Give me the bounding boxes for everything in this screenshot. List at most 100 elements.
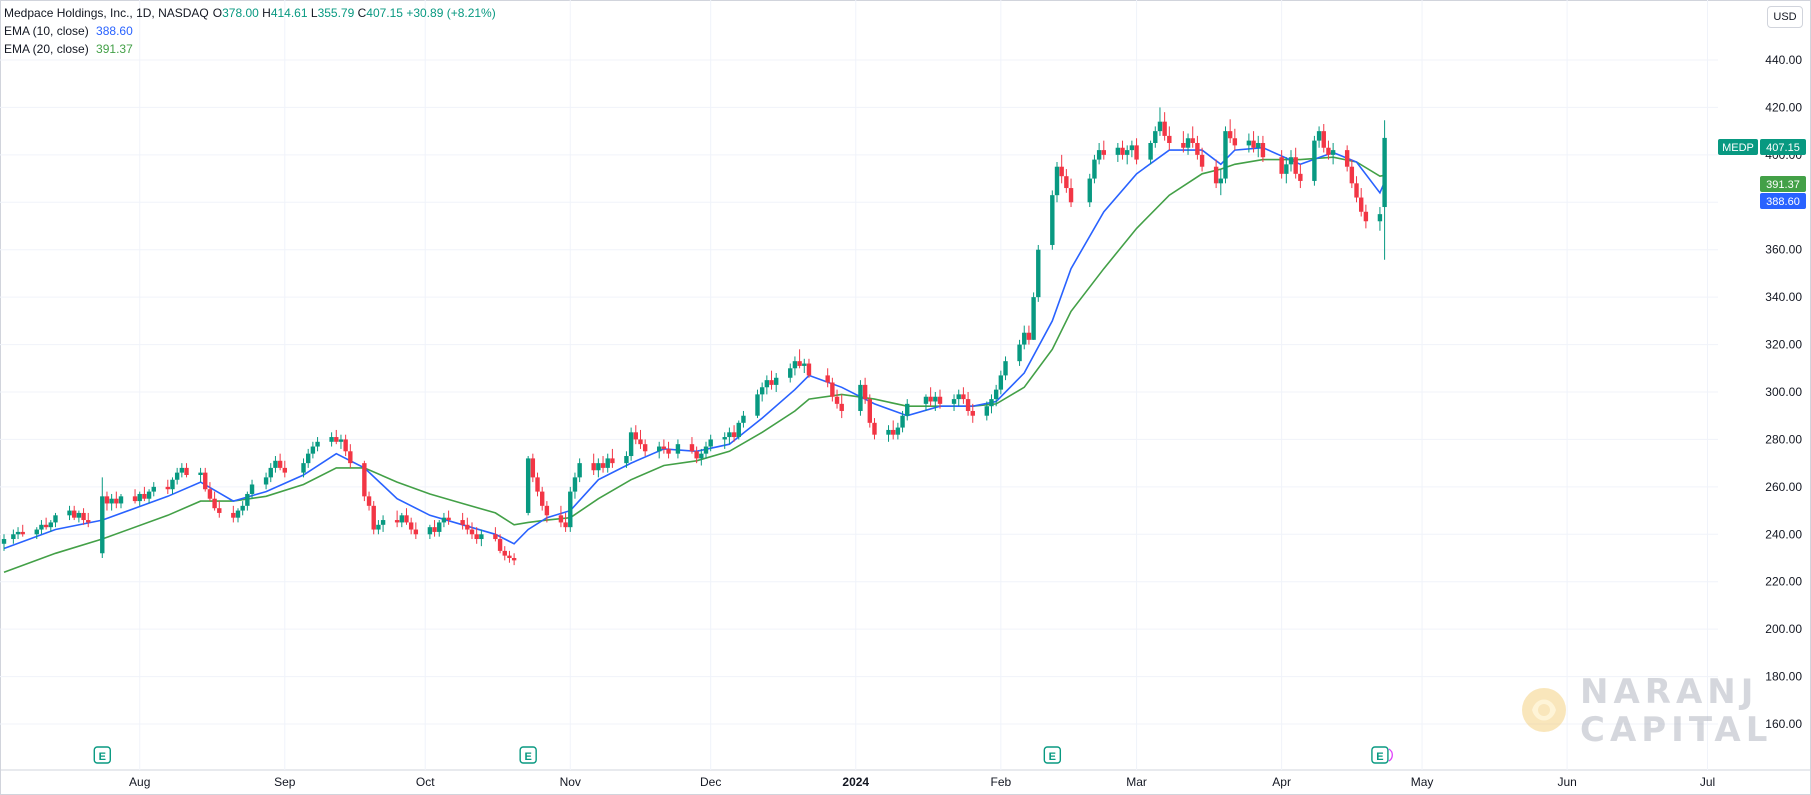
- candle: [245, 491, 250, 511]
- candle: [834, 389, 840, 409]
- candle: [628, 427, 634, 461]
- symbol-row: Medpace Holdings, Inc., 1D, NASDAQ O378.0…: [4, 4, 496, 22]
- candle: [951, 394, 957, 411]
- candle: [1036, 244, 1041, 302]
- candle: [511, 553, 517, 566]
- candle: [1120, 140, 1125, 160]
- candle: [1260, 135, 1266, 162]
- y-tick-label: 440.00: [1765, 53, 1802, 67]
- earnings-marker-icon[interactable]: E: [93, 746, 111, 764]
- candle: [109, 493, 114, 511]
- candle: [376, 520, 381, 535]
- candle: [170, 477, 175, 494]
- candle: [1349, 159, 1355, 189]
- svg-text:E: E: [1049, 751, 1056, 763]
- candle: [1022, 325, 1027, 350]
- candle: [1377, 207, 1383, 231]
- candle: [432, 520, 437, 537]
- candle: [1181, 131, 1186, 153]
- candle: [764, 375, 770, 395]
- candle: [1363, 204, 1369, 229]
- candle: [404, 508, 409, 525]
- currency-button[interactable]: USD: [1767, 6, 1803, 28]
- ema10-tag: 388.60: [1766, 196, 1800, 208]
- candle: [1167, 126, 1172, 151]
- candle: [446, 510, 451, 525]
- candle: [20, 524, 25, 537]
- candle: [689, 437, 695, 454]
- last-price-tag-bg: [1760, 139, 1806, 155]
- candle: [1129, 140, 1135, 158]
- candle: [1330, 143, 1336, 165]
- candle: [343, 434, 348, 457]
- candle: [493, 527, 498, 542]
- candle: [1246, 133, 1252, 153]
- candle: [207, 482, 213, 502]
- svg-text:E: E: [524, 751, 531, 763]
- candle: [806, 358, 812, 378]
- candle: [759, 382, 765, 402]
- candle: [34, 527, 39, 540]
- x-axis[interactable]: Aug Sep Oct Nov Dec 2024 Feb Mar Apr May Jun Jul: [129, 775, 1715, 789]
- earnings-marker-icon[interactable]: E: [1043, 746, 1062, 764]
- candle: [1213, 159, 1219, 189]
- candle: [1134, 138, 1139, 165]
- close-label: C: [357, 6, 367, 20]
- candle: [174, 467, 180, 485]
- grid: [0, 0, 1811, 771]
- candle: [1050, 190, 1055, 250]
- candle: [727, 427, 732, 445]
- candle: [441, 512, 447, 528]
- candle: [1227, 119, 1233, 143]
- earnings-marker-icon[interactable]: E: [519, 746, 537, 764]
- y-tick-label: 320.00: [1765, 338, 1802, 352]
- candle: [1148, 140, 1153, 165]
- candle: [114, 491, 119, 509]
- last-price-tag: 407.15: [1766, 142, 1800, 154]
- candle: [1232, 128, 1238, 151]
- candle: [1087, 173, 1092, 208]
- candle: [624, 451, 629, 468]
- candle: [540, 486, 545, 511]
- candle: [15, 527, 21, 540]
- ema10-row[interactable]: EMA (10, close) 388.60: [4, 22, 496, 40]
- candle: [72, 505, 77, 521]
- candle: [1054, 161, 1060, 203]
- watermark-line2: CAPITAL: [1580, 710, 1773, 750]
- candle: [306, 448, 311, 468]
- candle: [165, 479, 170, 494]
- x-tick-label: Apr: [1272, 775, 1291, 789]
- candle: [1284, 157, 1289, 184]
- earnings-marker-icon[interactable]: E: [1371, 746, 1393, 764]
- candle: [1190, 126, 1195, 148]
- y-tick-label: 280.00: [1765, 432, 1802, 446]
- x-tick-label: Oct: [416, 775, 435, 789]
- candle: [1125, 145, 1130, 165]
- candle: [465, 517, 470, 535]
- candle: [862, 377, 868, 404]
- ema20-row[interactable]: EMA (20, close) 391.37: [4, 40, 496, 58]
- candle: [1316, 126, 1322, 148]
- x-tick-label: Nov: [560, 775, 581, 789]
- candle: [525, 456, 531, 516]
- candle: [273, 456, 278, 473]
- candle: [605, 453, 610, 473]
- candle: [998, 370, 1004, 395]
- high-label: H: [262, 6, 271, 20]
- y-tick-label: 180.00: [1765, 670, 1802, 684]
- change-value: +30.89 (+8.21%): [406, 6, 496, 20]
- candle: [933, 392, 938, 411]
- candle: [610, 448, 615, 468]
- candle: [39, 520, 44, 535]
- candle: [469, 522, 475, 540]
- candle: [530, 453, 536, 483]
- candle: [1, 534, 7, 551]
- candle: [474, 527, 479, 544]
- candle: [535, 472, 540, 497]
- candle: [661, 439, 667, 454]
- y-tick-label: 360.00: [1765, 243, 1802, 257]
- candle: [151, 482, 156, 497]
- candle: [694, 446, 699, 464]
